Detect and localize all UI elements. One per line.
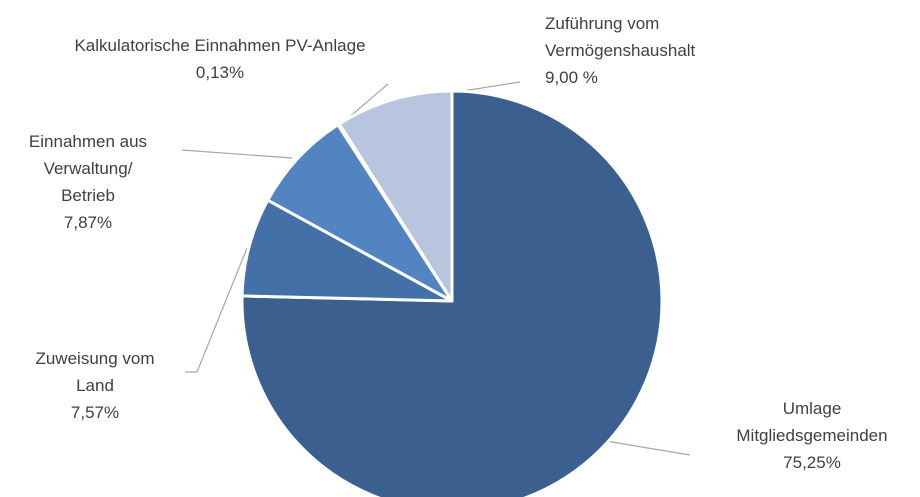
pie-slice bbox=[337, 89, 454, 303]
value-label: 75,25% bbox=[783, 453, 841, 472]
slice-label: Umlage Mitgliedsgemeinden 75,25% bbox=[736, 399, 887, 472]
slice-label: Zuführung vom Vermögenshaushalt 9,00 % bbox=[545, 14, 696, 87]
label-line: Betrieb bbox=[61, 186, 115, 205]
pie-slice bbox=[240, 198, 454, 303]
label-line: Vermögenshaushalt bbox=[545, 41, 696, 60]
label-line: Kalkulatorische Einnahmen PV-Anlage bbox=[74, 36, 365, 55]
value-label: 7,57% bbox=[71, 403, 119, 422]
label-line: Umlage bbox=[783, 399, 842, 418]
value-label: 9,00 % bbox=[545, 68, 598, 87]
slice-label: Kalkulatorische Einnahmen PV-Anlage 0,13% bbox=[74, 36, 365, 82]
label-line: Einnahmen aus bbox=[29, 132, 147, 151]
label-line: Zuführung vom bbox=[545, 14, 659, 33]
leader-line bbox=[599, 439, 691, 456]
pie-slice bbox=[240, 89, 664, 497]
value-label: 7,87% bbox=[64, 213, 112, 232]
label-line: Zuweisung vom bbox=[35, 349, 154, 368]
leader-line bbox=[181, 149, 293, 159]
label-line: Mitgliedsgemeinden bbox=[736, 426, 887, 445]
slice-label: Zuweisung vom Land 7,57% bbox=[35, 349, 154, 422]
value-label: 0,13% bbox=[196, 63, 244, 82]
label-line: Verwaltung/ bbox=[44, 159, 133, 178]
label-line: Land bbox=[76, 376, 114, 395]
leader-line bbox=[185, 247, 248, 373]
pie-slice bbox=[266, 123, 454, 303]
slice-label: Einnahmen aus Verwaltung/Betrieb 7,87% bbox=[29, 132, 147, 232]
